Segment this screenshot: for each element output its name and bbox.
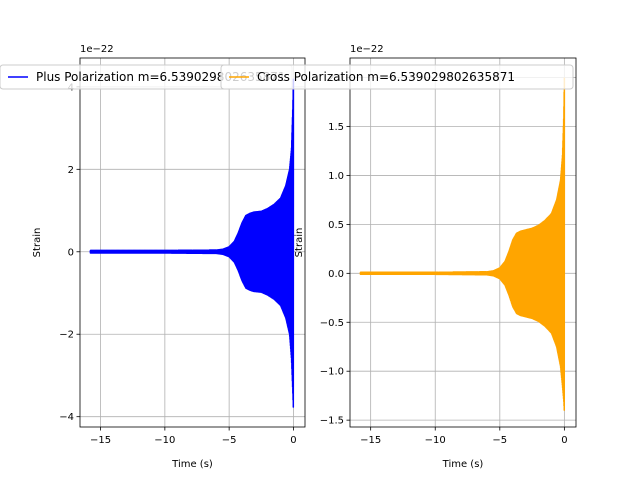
axes-frame <box>349 57 577 428</box>
y-tick-label: −4 <box>59 412 74 423</box>
x-tick-label: −15 <box>90 435 111 446</box>
x-tick-label: −10 <box>154 435 175 446</box>
legend-label: Cross Polarization m=6.539029802635871 <box>257 70 515 84</box>
x-tick-label: −10 <box>425 435 446 446</box>
y-tick-label: 0.5 <box>328 220 344 231</box>
x-tick-label: 0 <box>290 435 296 446</box>
series-line-1 <box>359 77 566 411</box>
y-tick-label: 2 <box>68 165 74 176</box>
x-tick-label: −15 <box>360 435 381 446</box>
axis-offset-text: 1e−22 <box>80 44 114 55</box>
y-tick-label: −2 <box>59 330 74 341</box>
x-tick-label: −5 <box>222 435 237 446</box>
axes-frame <box>79 57 306 428</box>
legend-box <box>220 64 574 90</box>
y-tick-label: −1.5 <box>320 416 344 427</box>
x-tick-label: −5 <box>492 435 507 446</box>
series-line-1 <box>89 78 295 408</box>
y-axis-label: Strain <box>294 228 305 258</box>
axis-offset-text: 1e−22 <box>350 44 384 55</box>
y-axis-label: Strain <box>32 228 43 258</box>
y-tick-label: −1.0 <box>320 367 344 378</box>
legends-layer: Plus Polarization m=6.539029802635871Cro… <box>0 64 574 90</box>
y-tick-label: 1.0 <box>328 171 344 182</box>
legend-2: Cross Polarization m=6.539029802635871 <box>220 64 574 90</box>
y-tick-label: 0 <box>68 247 74 258</box>
x-tick-label: 0 <box>561 435 567 446</box>
x-axis-label: Time (s) <box>442 459 484 470</box>
y-tick-label: 0.0 <box>328 269 344 280</box>
x-axis-label: Time (s) <box>171 459 213 470</box>
y-tick-label: −0.5 <box>320 318 344 329</box>
y-tick-label: 1.5 <box>328 122 344 133</box>
